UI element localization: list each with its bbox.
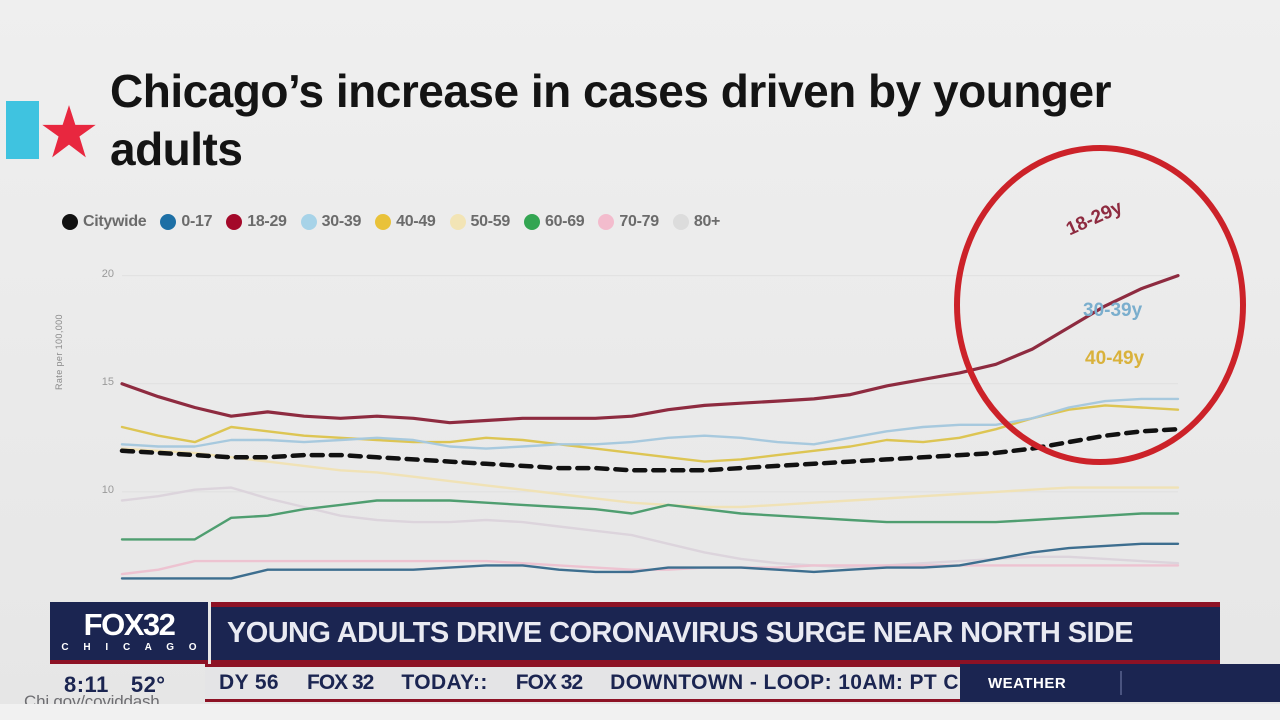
y-axis-tick: 10 bbox=[101, 483, 114, 496]
ticker-item: DY 56 bbox=[219, 671, 279, 694]
legend-label: 50-59 bbox=[470, 213, 511, 230]
legend-swatch-icon bbox=[300, 214, 317, 230]
clock-and-temperature: 8:11 52° bbox=[64, 672, 166, 698]
weather-label: WEATHER bbox=[988, 674, 1067, 692]
y-axis-tick: 20 bbox=[101, 267, 114, 280]
legend-swatch-icon bbox=[598, 214, 615, 230]
headline-text: YOUNG ADULTS DRIVE CORONAVIRUS SURGE NEA… bbox=[227, 617, 1134, 649]
legend-item: 60-69 bbox=[523, 213, 585, 231]
fox32-logo-word: FOX32 bbox=[83, 607, 176, 642]
legend-label: 40-49 bbox=[396, 213, 436, 230]
legend-label: 0-17 bbox=[181, 213, 213, 230]
legend-item: 18-29 bbox=[226, 213, 287, 231]
ticker-item: TODAY:: bbox=[401, 671, 488, 694]
legend-swatch-icon bbox=[160, 214, 177, 230]
chart-series-30-39 bbox=[120, 397, 1180, 450]
headline-banner: YOUNG ADULTS DRIVE CORONAVIRUS SURGE NEA… bbox=[211, 602, 1220, 664]
legend-swatch-icon bbox=[375, 214, 392, 230]
news-ticker: DY 56 FOX 32 TODAY:: FOX 32 DOWNTOWN - L… bbox=[0, 664, 1280, 704]
chart-series-40-49 bbox=[120, 404, 1180, 463]
legend-label: Citywide bbox=[83, 213, 147, 230]
fox-text: FOX bbox=[83, 607, 145, 642]
chart-series-Citywide bbox=[119, 426, 1181, 473]
legend-item: 40-49 bbox=[375, 213, 436, 231]
chart-series-70-79 bbox=[120, 559, 1180, 576]
fox32-logo-city: C H I C A G O bbox=[61, 642, 203, 653]
chart-series-0-17 bbox=[120, 542, 1180, 580]
legend-label: 60-69 bbox=[544, 213, 585, 230]
legend-swatch-icon bbox=[672, 214, 689, 230]
legend-item: 0-17 bbox=[160, 213, 213, 231]
legend-swatch-icon bbox=[449, 214, 466, 230]
ticker-item: DOWNTOWN - LOOP: 10AM: PT C bbox=[610, 671, 959, 694]
legend-item: 80+ bbox=[672, 213, 721, 231]
legend-item: 70-79 bbox=[598, 213, 659, 231]
lower-third-banner: FOX32 C H I C A G O YOUNG ADULTS DRIVE C… bbox=[50, 602, 1220, 664]
legend-swatch-icon bbox=[523, 214, 540, 230]
legend-item: 50-59 bbox=[449, 213, 511, 231]
chart-series-60-69 bbox=[120, 499, 1180, 541]
chart-series-18-29 bbox=[120, 274, 1180, 425]
chart-plot-area bbox=[119, 274, 1181, 580]
legend-label: 70-79 bbox=[619, 213, 659, 230]
ticker-item-fox-logo: FOX 32 bbox=[307, 671, 374, 694]
ticker-clock: 8:11 bbox=[64, 672, 109, 697]
ticker-item-fox-logo: FOX 32 bbox=[515, 671, 583, 694]
chart-series-50-59 bbox=[120, 447, 1180, 509]
slide-title: Chicago’s increase in cases driven by yo… bbox=[110, 65, 1111, 175]
legend-swatch-icon bbox=[226, 214, 243, 230]
legend-label: 80+ bbox=[693, 213, 721, 230]
fox32-logo: FOX32 C H I C A G O bbox=[50, 602, 208, 664]
weather-panel[interactable]: WEATHER bbox=[960, 664, 1280, 702]
y-axis-tick: 15 bbox=[101, 375, 114, 388]
line-chart: Rate per 100,000 20 15 10 bbox=[54, 240, 1190, 610]
chicago-flag-block-icon bbox=[6, 101, 39, 159]
annotation-label-30-39: 30-39y bbox=[1083, 300, 1143, 321]
legend-label: 30-39 bbox=[321, 213, 362, 230]
ticker-temperature: 52° bbox=[130, 672, 166, 697]
legend-swatch-icon bbox=[62, 214, 78, 230]
weather-divider bbox=[1120, 671, 1122, 695]
annotation-label-40-49: 40-49y bbox=[1085, 348, 1145, 369]
bottom-strip bbox=[0, 704, 1280, 720]
highlight-ellipse-annotation bbox=[954, 145, 1246, 465]
chart-legend: Citywide 0-17 18-29 30-39 40-49 50-59 bbox=[62, 213, 720, 231]
chicago-star-icon bbox=[42, 105, 96, 158]
legend-item: Citywide bbox=[62, 213, 147, 231]
legend-item: 30-39 bbox=[300, 213, 362, 231]
legend-label: 18-29 bbox=[247, 213, 287, 230]
fox-number: 32 bbox=[142, 607, 176, 642]
